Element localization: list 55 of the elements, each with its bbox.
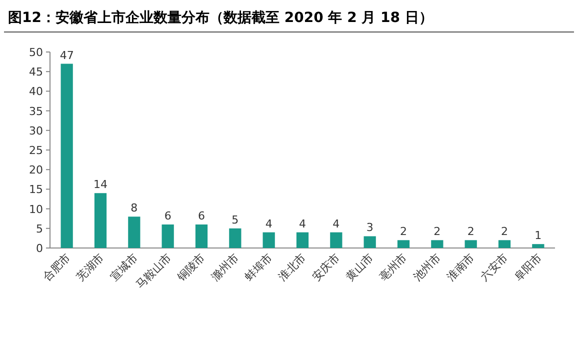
y-tick-label: 35 (29, 104, 43, 118)
data-label: 4 (265, 217, 272, 230)
chart-title: 图12：安徽省上市企业数量分布（数据截至 2020 年 2 月 18 日） (8, 9, 433, 26)
data-label: 2 (400, 225, 407, 238)
data-label: 4 (299, 217, 306, 230)
bar (195, 224, 208, 248)
bar (94, 193, 107, 248)
y-tick-label: 45 (29, 66, 43, 79)
data-label: 2 (467, 225, 474, 238)
y-tick-label: 40 (29, 85, 43, 98)
bar (162, 224, 174, 248)
x-tick-label: 铜陵市 (174, 250, 208, 284)
data-label: 1 (534, 229, 542, 242)
bar (498, 240, 511, 248)
x-tick-label: 蚌埠市 (242, 250, 275, 284)
y-tick-label: 50 (29, 46, 43, 59)
y-tick-label: 15 (29, 183, 43, 196)
bar (364, 236, 376, 248)
x-tick-label: 芜湖市 (74, 250, 107, 284)
bar (330, 232, 342, 248)
y-tick-label: 0 (36, 242, 43, 255)
data-label: 2 (501, 225, 508, 238)
x-tick-label: 安庆市 (310, 250, 342, 284)
y-tick-label: 20 (29, 164, 43, 177)
y-tick-label: 30 (29, 124, 43, 138)
bar (397, 240, 410, 248)
x-tick-label: 六安市 (478, 250, 511, 284)
bar (262, 232, 275, 248)
data-label: 5 (232, 213, 239, 226)
x-tick-label: 池州市 (410, 250, 444, 284)
data-label: 3 (366, 221, 374, 234)
data-label: 47 (60, 48, 74, 62)
bar (128, 216, 140, 248)
x-tick-label: 淮北市 (276, 250, 309, 284)
bar (431, 240, 444, 248)
y-tick-label: 5 (36, 222, 43, 236)
data-label: 14 (94, 178, 108, 192)
bar (296, 232, 309, 248)
x-tick-label: 阜阳市 (512, 250, 544, 284)
data-label: 8 (130, 202, 138, 215)
data-label: 2 (434, 225, 441, 238)
bar (464, 240, 477, 248)
x-tick-label: 滁州市 (208, 250, 242, 284)
x-tick-label: 黄山市 (343, 250, 376, 284)
x-tick-label: 淮南市 (444, 250, 477, 284)
data-label: 6 (198, 209, 205, 222)
data-label: 6 (164, 209, 172, 222)
data-label: 4 (332, 217, 340, 230)
y-tick-label: 10 (29, 202, 43, 216)
x-tick-label: 合肥市 (40, 250, 73, 284)
bar (532, 244, 544, 248)
bar (60, 64, 73, 248)
x-tick-label: 亳州市 (377, 250, 410, 284)
y-tick-label: 25 (29, 144, 43, 157)
bar (229, 228, 242, 248)
